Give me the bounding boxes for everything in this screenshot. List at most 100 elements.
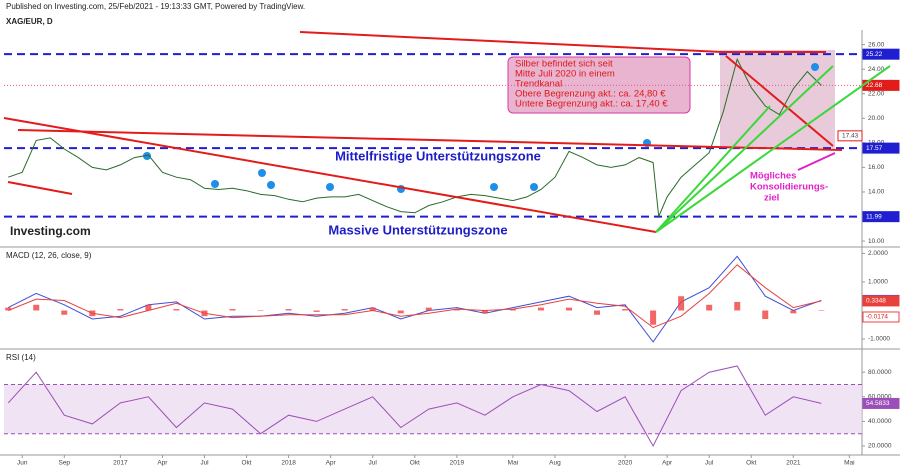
histogram-bar (341, 309, 348, 311)
histogram-bar (369, 307, 376, 311)
target-note: ziel (764, 193, 779, 204)
x-tick-label: 2019 (450, 460, 465, 467)
y-tick-label: 16.00 (868, 164, 885, 171)
y-tick-label: 26.00 (868, 41, 885, 48)
series-line (7, 365, 822, 448)
x-tick-label: Apr (326, 460, 337, 467)
callout-line: Silber befindet sich seit (515, 59, 613, 70)
price-tag (862, 295, 900, 307)
x-tick-label: 2017 (113, 460, 128, 467)
trend-lines (3, 31, 891, 233)
trend-line (3, 117, 657, 233)
y-tick-label: 14.00 (868, 189, 885, 196)
histogram-bar (229, 309, 236, 311)
callout: Silber befindet sich seit Mitte Juli 202… (515, 59, 668, 110)
x-tick-label: Apr (662, 460, 673, 467)
x-tick-label: Mai (844, 460, 854, 467)
x-tick-label: Jul (200, 460, 209, 467)
y-tick-label: -1.0000 (868, 336, 890, 343)
panel-title: MACD (12, 26, close, 9) (6, 251, 92, 260)
y-tick-label: 60.0000 (868, 393, 892, 400)
trend-line (299, 31, 723, 53)
rsi-band (4, 384, 862, 434)
histogram-bar (818, 310, 825, 311)
x-tick-label: 2020 (618, 460, 633, 467)
histogram-bar (509, 309, 516, 311)
price-tag (862, 142, 900, 154)
x-tick-label: Okt (410, 460, 420, 467)
panel-title: RSI (14) (6, 353, 36, 362)
callout-line: Obere Begrenzung akt.: ca. 24,80 € (515, 89, 666, 100)
histogram-bar (706, 304, 713, 311)
trend-line (7, 181, 73, 195)
price-tag-label: 0.3348 (866, 298, 886, 305)
histogram-bar (117, 309, 124, 311)
price-tag (862, 48, 900, 60)
y-tick-label: 2.0000 (868, 250, 888, 257)
histogram-bar (33, 304, 40, 311)
histogram-bar (481, 310, 488, 314)
histogram-bar (565, 307, 572, 311)
chart-title: XAG/EUR, D (6, 17, 53, 26)
zone-label: Massive Unterstützungszone (328, 222, 507, 237)
histogram-bar (650, 310, 657, 325)
callout-line: Untere Begrenzung akt.: ca. 17,40 € (515, 99, 668, 110)
series-line (7, 255, 822, 343)
x-tick-label: 2021 (786, 460, 801, 467)
y-tick-label: 40.0000 (868, 418, 892, 425)
y-tick-label: 10.00 (868, 238, 885, 245)
zone-label: Mittelfristige Unterstützungszone (335, 148, 541, 163)
price-tag-label: 11.99 (866, 213, 882, 220)
trend-line (17, 129, 843, 151)
trend-line (655, 65, 834, 233)
histogram-bar (678, 296, 685, 311)
target-box (837, 130, 863, 142)
marker (143, 152, 151, 160)
histogram-bar (89, 310, 96, 317)
marker (211, 180, 219, 188)
x-tick-label: Jun (17, 460, 28, 467)
histogram-bar (285, 309, 292, 311)
x-tick-label: Okt (241, 460, 251, 467)
y-tick-label: 22.00 (868, 90, 885, 97)
histogram-bar (313, 310, 320, 312)
marker (490, 183, 498, 191)
y-tick-label: 20.0000 (868, 443, 892, 450)
series-line (8, 57, 822, 219)
histogram-bar (622, 309, 629, 311)
arrow (797, 152, 836, 171)
histogram-bar (790, 310, 797, 314)
price-tag-label: 17.57 (866, 145, 883, 152)
histogram-bar (594, 310, 601, 315)
marker (530, 183, 538, 191)
price-tag (862, 311, 900, 323)
histogram-bar (201, 310, 208, 317)
x-tick-label: Aug (549, 460, 561, 467)
target-note: Konsolidierungs- (750, 182, 828, 193)
histogram-bar (734, 301, 741, 311)
callout-line: Trendkanal (515, 79, 562, 90)
x-tick-label: Okt (746, 460, 756, 467)
marker (811, 63, 819, 71)
x-tick-label: Mai (508, 460, 518, 467)
histogram-bar (397, 310, 404, 314)
price-tag-label: 25.22 (866, 51, 883, 58)
header: Published on Investing.com, 25/Feb/2021 … (6, 2, 305, 11)
marker (267, 181, 275, 189)
price-tag-label: 54.5833 (866, 400, 890, 407)
target-label: 17.43 (842, 133, 859, 140)
trend-line (655, 105, 771, 233)
trend-line (725, 55, 834, 147)
price-tag (862, 211, 900, 223)
target-note: Mögliches (750, 171, 796, 182)
histogram-bar (257, 310, 264, 311)
histogram-bar (173, 309, 180, 311)
marker (326, 183, 334, 191)
x-tick-label: Sep (58, 460, 70, 467)
y-tick-label: 80.0000 (868, 369, 892, 376)
y-tick-label: 24.00 (868, 66, 885, 73)
price-tag-label: -0.0174 (866, 314, 888, 321)
histogram-bar (453, 309, 460, 311)
histogram-bar (425, 307, 432, 311)
